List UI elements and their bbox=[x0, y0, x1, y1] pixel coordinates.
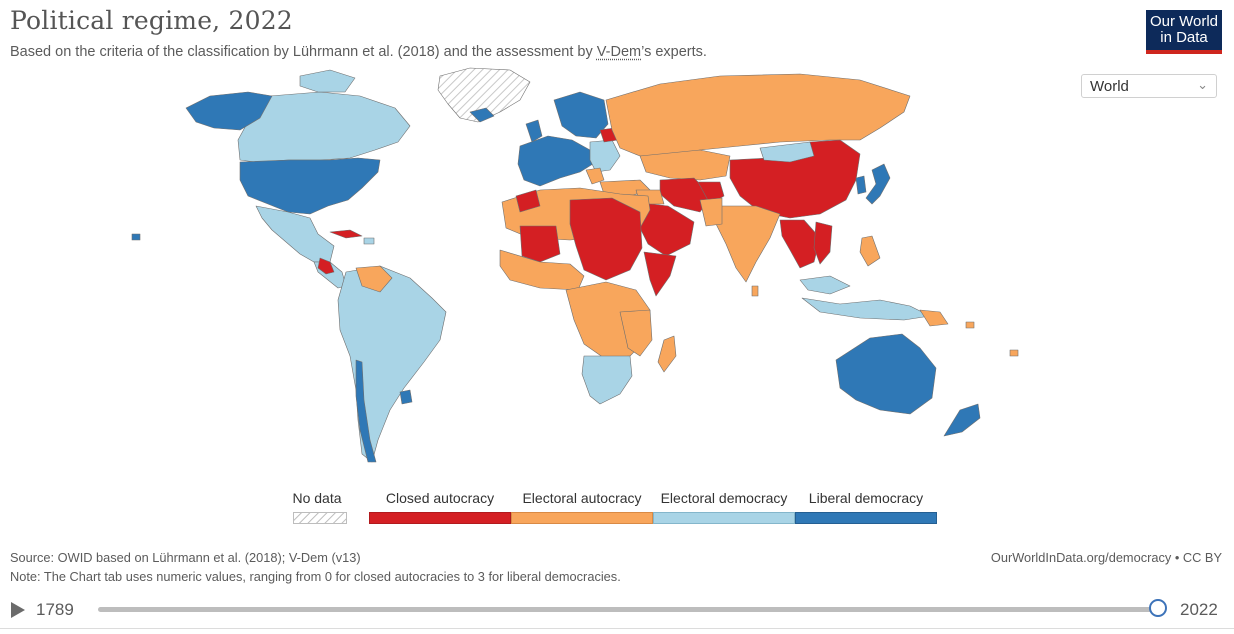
legend-liberal-democracy-label: Liberal democracy bbox=[808, 490, 924, 506]
uk-region[interactable] bbox=[525, 119, 543, 143]
chevron-down-icon: ⌄ bbox=[1197, 77, 1208, 92]
caribbean-islands-region[interactable] bbox=[363, 237, 375, 245]
cuba-region[interactable] bbox=[329, 229, 363, 239]
legend-electoral-democracy-swatch[interactable] bbox=[653, 512, 795, 524]
russia-region[interactable] bbox=[605, 73, 911, 157]
scandinavia-region[interactable] bbox=[553, 91, 609, 139]
horn-africa-region[interactable] bbox=[643, 251, 677, 297]
vietnam-region[interactable] bbox=[813, 221, 833, 265]
morocco-region[interactable] bbox=[515, 189, 541, 213]
libya-sudan-region[interactable] bbox=[569, 197, 643, 281]
south-america-region[interactable] bbox=[337, 265, 447, 463]
kazakhstan-region[interactable] bbox=[639, 149, 731, 181]
legend-electoral-autocracy-label: Electoral autocracy bbox=[522, 490, 642, 506]
timeline-track[interactable] bbox=[98, 607, 1160, 612]
arctic-islands-region[interactable] bbox=[299, 69, 356, 93]
canada-region[interactable] bbox=[237, 91, 411, 163]
note-text: Note: The Chart tab uses numeric values,… bbox=[10, 569, 621, 584]
owid-logo[interactable]: Our World in Data bbox=[1146, 10, 1222, 54]
papua-region[interactable] bbox=[919, 309, 949, 327]
legend-electoral-autocracy-swatch[interactable] bbox=[511, 512, 653, 524]
myanmar-thailand-region[interactable] bbox=[779, 219, 821, 269]
logo-line-1: Our World bbox=[1149, 13, 1219, 30]
chile-region[interactable] bbox=[355, 359, 377, 463]
world-map[interactable] bbox=[0, 60, 1234, 480]
hawaii-region[interactable] bbox=[131, 233, 141, 241]
madagascar-region[interactable] bbox=[657, 335, 677, 373]
eastern-europe-region[interactable] bbox=[589, 139, 621, 173]
usa-region[interactable] bbox=[239, 157, 381, 215]
nicaragua-region[interactable] bbox=[317, 257, 335, 275]
india-region[interactable] bbox=[715, 205, 781, 283]
chart-subtitle: Based on the criteria of the classificat… bbox=[10, 44, 707, 60]
philippines-region[interactable] bbox=[859, 235, 881, 267]
legend-no-data-label: No data bbox=[292, 490, 342, 506]
credit-link[interactable]: OurWorldInData.org/democracy • CC BY bbox=[990, 550, 1222, 565]
iceland-region[interactable] bbox=[469, 107, 495, 123]
region-select[interactable]: World ⌄ bbox=[1081, 74, 1217, 98]
vdem-link[interactable]: V-Dem bbox=[596, 44, 642, 60]
uruguay-region[interactable] bbox=[399, 389, 413, 405]
mexico-region[interactable] bbox=[255, 205, 335, 263]
new-zealand-region[interactable] bbox=[943, 403, 981, 437]
legend-closed-autocracy-swatch[interactable] bbox=[369, 512, 511, 524]
mongolia-region[interactable] bbox=[759, 141, 815, 163]
sahel-region[interactable] bbox=[519, 225, 561, 263]
fiji-region[interactable] bbox=[1009, 349, 1019, 357]
southern-africa-region[interactable] bbox=[581, 355, 633, 405]
legend-closed-autocracy-label: Closed autocracy bbox=[385, 490, 495, 506]
balkans-region[interactable] bbox=[585, 167, 605, 185]
australia-region[interactable] bbox=[835, 333, 937, 415]
logo-line-2: in Data bbox=[1160, 29, 1208, 46]
subtitle-text-end: ’s experts. bbox=[641, 44, 707, 60]
chart-title: Political regime, 2022 bbox=[10, 6, 293, 35]
play-icon[interactable] bbox=[10, 601, 26, 619]
korea-region[interactable] bbox=[855, 175, 867, 195]
indonesia-region[interactable] bbox=[801, 297, 931, 321]
legend-electoral-democracy-label: Electoral democracy bbox=[660, 490, 788, 506]
subtitle-text: Based on the criteria of the classificat… bbox=[10, 44, 597, 60]
venezuela-region[interactable] bbox=[355, 265, 393, 293]
pacific-islands-region[interactable] bbox=[965, 321, 975, 329]
source-text: Source: OWID based on Lührmann et al. (2… bbox=[10, 550, 361, 565]
japan-region[interactable] bbox=[865, 163, 891, 205]
sri-lanka-region[interactable] bbox=[751, 285, 759, 297]
greenland-region[interactable] bbox=[437, 67, 531, 123]
timeline-handle[interactable] bbox=[1149, 599, 1167, 617]
alaska-region[interactable] bbox=[185, 91, 273, 131]
pakistan-region[interactable] bbox=[699, 197, 723, 227]
east-africa-region[interactable] bbox=[619, 309, 653, 357]
region-select-value: World bbox=[1090, 78, 1129, 95]
legend-no-data-swatch[interactable] bbox=[293, 512, 347, 524]
timeline-end-year: 2022 bbox=[1180, 600, 1218, 619]
malaysia-region[interactable] bbox=[799, 275, 851, 295]
tab-bar-divider bbox=[0, 628, 1234, 634]
legend-liberal-democracy-swatch[interactable] bbox=[795, 512, 937, 524]
timeline-start-year: 1789 bbox=[36, 600, 74, 619]
logo-accent-bar bbox=[1146, 50, 1222, 54]
western-europe-region[interactable] bbox=[517, 135, 597, 187]
